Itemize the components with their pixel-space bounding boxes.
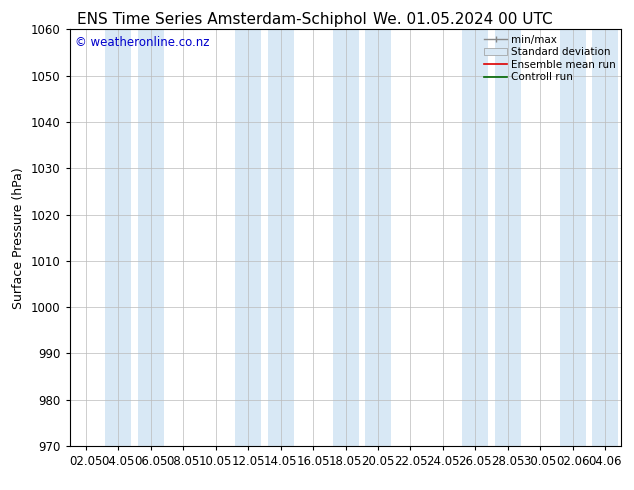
Bar: [138, 29, 164, 446]
Bar: [560, 29, 586, 446]
Text: We. 01.05.2024 00 UTC: We. 01.05.2024 00 UTC: [373, 12, 553, 27]
Bar: [333, 29, 358, 446]
Text: ENS Time Series Amsterdam-Schiphol: ENS Time Series Amsterdam-Schiphol: [77, 12, 367, 27]
Bar: [462, 29, 488, 446]
Bar: [592, 29, 618, 446]
Bar: [365, 29, 391, 446]
Y-axis label: Surface Pressure (hPa): Surface Pressure (hPa): [13, 167, 25, 309]
Bar: [495, 29, 521, 446]
Bar: [235, 29, 261, 446]
Bar: [268, 29, 294, 446]
Bar: [105, 29, 131, 446]
Legend: min/max, Standard deviation, Ensemble mean run, Controll run: min/max, Standard deviation, Ensemble me…: [482, 32, 618, 84]
Text: © weatheronline.co.nz: © weatheronline.co.nz: [75, 36, 210, 49]
